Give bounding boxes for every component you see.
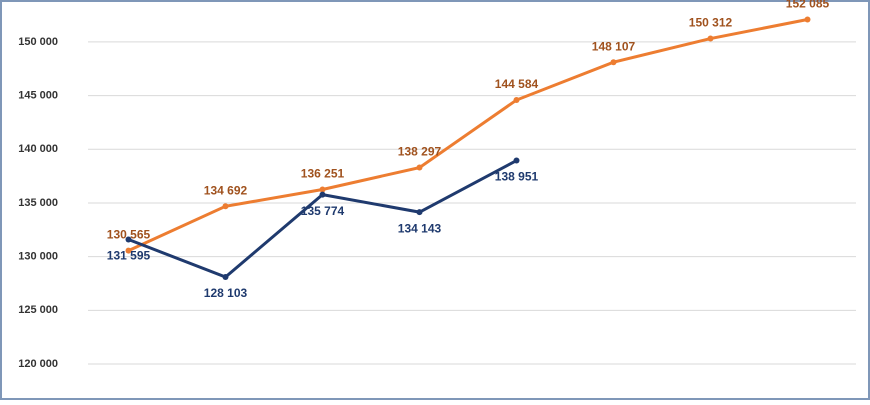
y-tick-label: 125 000	[18, 304, 58, 316]
point	[125, 236, 132, 243]
value-label: 148 107	[592, 39, 636, 53]
y-tick-label: 135 000	[18, 197, 58, 209]
point	[222, 203, 229, 210]
point	[319, 186, 326, 193]
point	[416, 164, 423, 171]
value-label: 138 951	[495, 170, 539, 184]
series-line	[127, 18, 808, 252]
point	[222, 274, 229, 281]
value-label: 134 692	[204, 183, 248, 197]
value-label: 144 584	[495, 77, 539, 91]
y-tick-label: 130 000	[18, 251, 58, 263]
y-tick-label: 145 000	[18, 89, 58, 101]
point	[610, 59, 617, 66]
point	[125, 247, 132, 254]
y-tick-label: 150 000	[18, 36, 58, 48]
point	[804, 16, 811, 23]
value-label: 130 565	[107, 228, 151, 242]
value-label: 136 251	[301, 167, 345, 181]
value-label: 138 297	[398, 145, 442, 159]
point	[707, 35, 714, 42]
value-label: 131 595	[107, 249, 151, 263]
value-label: 150 312	[689, 16, 733, 30]
value-label: 128 103	[204, 286, 248, 300]
point	[319, 191, 326, 198]
point	[513, 97, 520, 104]
y-tick-label: 140 000	[18, 143, 58, 155]
point	[416, 209, 423, 216]
value-label: 152 085	[786, 0, 830, 11]
value-label: 134 143	[398, 221, 442, 235]
point	[513, 157, 520, 164]
value-label: 135 774	[301, 204, 345, 218]
y-tick-label: 120 000	[18, 358, 58, 370]
